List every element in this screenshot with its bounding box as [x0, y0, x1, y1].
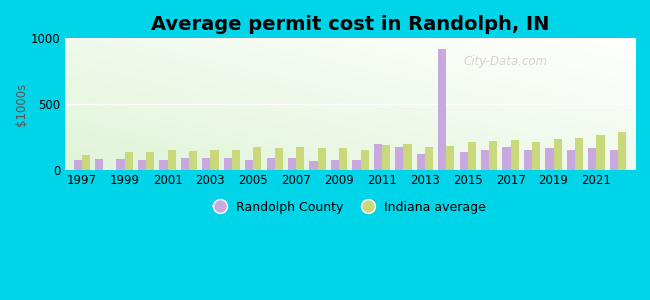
Bar — [404, 144, 411, 170]
Bar — [211, 150, 218, 170]
Bar — [116, 159, 125, 170]
Bar — [202, 158, 211, 170]
Bar — [288, 158, 296, 170]
Bar — [425, 147, 433, 170]
Bar — [460, 152, 468, 170]
Bar — [266, 158, 275, 170]
Bar — [618, 132, 626, 170]
Bar — [481, 150, 489, 170]
Bar — [309, 161, 318, 170]
Bar — [168, 150, 176, 170]
Bar — [567, 150, 575, 170]
Bar — [524, 150, 532, 170]
Bar — [489, 141, 497, 170]
Bar — [382, 145, 390, 170]
Bar — [554, 139, 562, 170]
Bar — [296, 147, 304, 170]
Bar — [339, 148, 347, 170]
Y-axis label: $1000s: $1000s — [15, 83, 28, 126]
Bar — [502, 147, 511, 170]
Bar — [545, 148, 554, 170]
Bar — [275, 148, 283, 170]
Bar — [159, 160, 168, 170]
Bar — [610, 150, 618, 170]
Bar — [245, 160, 254, 170]
Bar — [224, 158, 232, 170]
Bar — [374, 144, 382, 170]
Bar — [597, 135, 604, 170]
Bar — [73, 160, 82, 170]
Bar — [232, 150, 240, 170]
Bar — [361, 150, 369, 170]
Bar — [588, 148, 597, 170]
Bar — [447, 146, 454, 170]
Bar — [138, 160, 146, 170]
Bar — [575, 138, 583, 170]
Bar — [82, 155, 90, 170]
Bar — [331, 160, 339, 170]
Bar — [532, 142, 540, 170]
Bar — [395, 147, 404, 170]
Bar — [417, 154, 425, 170]
Bar — [511, 140, 519, 170]
Text: City-Data.com: City-Data.com — [464, 55, 548, 68]
Title: Average permit cost in Randolph, IN: Average permit cost in Randolph, IN — [151, 15, 549, 34]
Bar — [254, 147, 261, 170]
Bar — [438, 49, 447, 170]
Bar — [189, 151, 197, 170]
Bar — [468, 142, 476, 170]
Bar — [95, 159, 103, 170]
Bar — [352, 160, 361, 170]
Bar — [125, 152, 133, 170]
Bar — [318, 148, 326, 170]
Bar — [146, 152, 154, 170]
Legend: Randolph County, Indiana average: Randolph County, Indiana average — [208, 196, 491, 219]
Bar — [181, 158, 189, 170]
